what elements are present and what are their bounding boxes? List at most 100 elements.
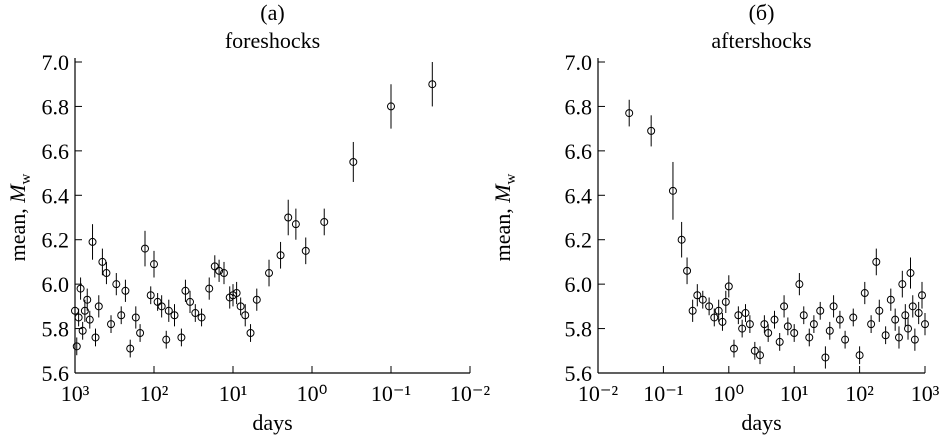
- y-tick-label: 6.4: [42, 183, 70, 208]
- panel-subtitle: aftershocks: [711, 28, 811, 53]
- data-point: [121, 286, 130, 295]
- data-point: [225, 293, 234, 302]
- data-point: [918, 291, 927, 300]
- x-tick-label: 10³: [61, 381, 90, 406]
- data-point: [872, 257, 881, 266]
- data-point: [252, 295, 261, 304]
- data-point: [741, 309, 750, 318]
- data-point: [677, 235, 686, 244]
- data-point: [756, 351, 765, 360]
- data-point: [724, 282, 733, 291]
- y-label-subscript: w: [18, 173, 34, 184]
- y-label-text: mean,: [5, 203, 30, 262]
- data-point: [698, 295, 707, 304]
- data-point: [860, 289, 869, 298]
- y-tick-label: 6.2: [565, 228, 593, 253]
- data-point: [906, 269, 915, 278]
- data-point: [721, 297, 730, 306]
- y-tick-label: 7.0: [565, 50, 593, 75]
- data-point: [683, 266, 692, 275]
- data-point: [291, 220, 300, 229]
- x-tick-label: 10⁰: [713, 381, 744, 406]
- data-point: [83, 295, 92, 304]
- data-point: [85, 315, 94, 324]
- data-point: [181, 286, 190, 295]
- data-point: [301, 246, 310, 255]
- data-point: [210, 262, 219, 271]
- data-point: [914, 309, 923, 318]
- y-axis-label: mean, Mw: [490, 173, 519, 261]
- data-point: [805, 333, 814, 342]
- data-point: [816, 306, 825, 315]
- data-point: [131, 313, 140, 322]
- data-point: [265, 269, 274, 278]
- data-point: [891, 315, 900, 324]
- data-point: [734, 311, 743, 320]
- data-point: [205, 284, 214, 293]
- data-point: [177, 333, 186, 342]
- data-point: [750, 346, 759, 355]
- data-point: [428, 80, 437, 89]
- data-point: [783, 322, 792, 331]
- data-point: [910, 335, 919, 344]
- y-tick-label: 6.0: [565, 272, 593, 297]
- data-point: [841, 335, 850, 344]
- x-tick-label: 10¹: [780, 381, 809, 406]
- data-point: [835, 315, 844, 324]
- y-tick-label: 5.6: [42, 361, 70, 386]
- data-point: [688, 306, 697, 315]
- y-tick-label: 6.0: [42, 272, 70, 297]
- x-tick-label: 10²: [140, 381, 169, 406]
- data-point: [745, 320, 754, 329]
- data-point: [140, 244, 149, 253]
- data-point: [320, 217, 329, 226]
- data-point: [197, 313, 206, 322]
- data-point: [821, 353, 830, 362]
- data-point: [153, 297, 162, 306]
- y-tick-label: 6.2: [42, 228, 70, 253]
- data-point: [867, 320, 876, 329]
- data-point: [770, 315, 779, 324]
- y-label-text: mean,: [490, 203, 515, 262]
- data-point: [236, 302, 245, 311]
- data-point: [881, 331, 890, 340]
- x-tick-label: 10⁻²: [578, 381, 619, 406]
- data-point: [780, 302, 789, 311]
- data-point: [705, 302, 714, 311]
- y-tick-label: 6.8: [565, 94, 593, 119]
- x-axis-label: days: [252, 410, 292, 435]
- data-point: [98, 257, 107, 266]
- data-point: [829, 302, 838, 311]
- x-tick-label: 10¹: [219, 381, 248, 406]
- x-tick-label: 10²: [845, 381, 874, 406]
- data-point: [710, 313, 719, 322]
- data-point: [668, 186, 677, 195]
- x-tick-label: 10⁻¹: [371, 381, 411, 406]
- data-point: [738, 324, 747, 333]
- data-point: [904, 324, 913, 333]
- data-point: [625, 109, 634, 118]
- data-point: [921, 320, 929, 329]
- data-point: [795, 280, 804, 289]
- data-point: [276, 251, 285, 260]
- data-point: [349, 157, 358, 166]
- data-point: [164, 306, 173, 315]
- data-point: [718, 317, 727, 326]
- data-point: [894, 333, 903, 342]
- data-point: [191, 309, 200, 318]
- y-label-subscript: w: [503, 173, 519, 184]
- x-axis-label: days: [741, 410, 781, 435]
- data-point: [157, 302, 166, 311]
- data-point: [875, 306, 884, 315]
- data-point: [80, 306, 89, 315]
- data-point: [126, 344, 135, 353]
- data-point: [799, 311, 808, 320]
- data-point: [849, 313, 858, 322]
- data-point: [908, 302, 917, 311]
- data-point: [162, 335, 171, 344]
- data-point: [170, 311, 179, 320]
- data-point: [117, 311, 126, 320]
- data-point: [76, 284, 85, 293]
- data-point: [136, 329, 145, 338]
- y-tick-label: 7.0: [42, 50, 70, 75]
